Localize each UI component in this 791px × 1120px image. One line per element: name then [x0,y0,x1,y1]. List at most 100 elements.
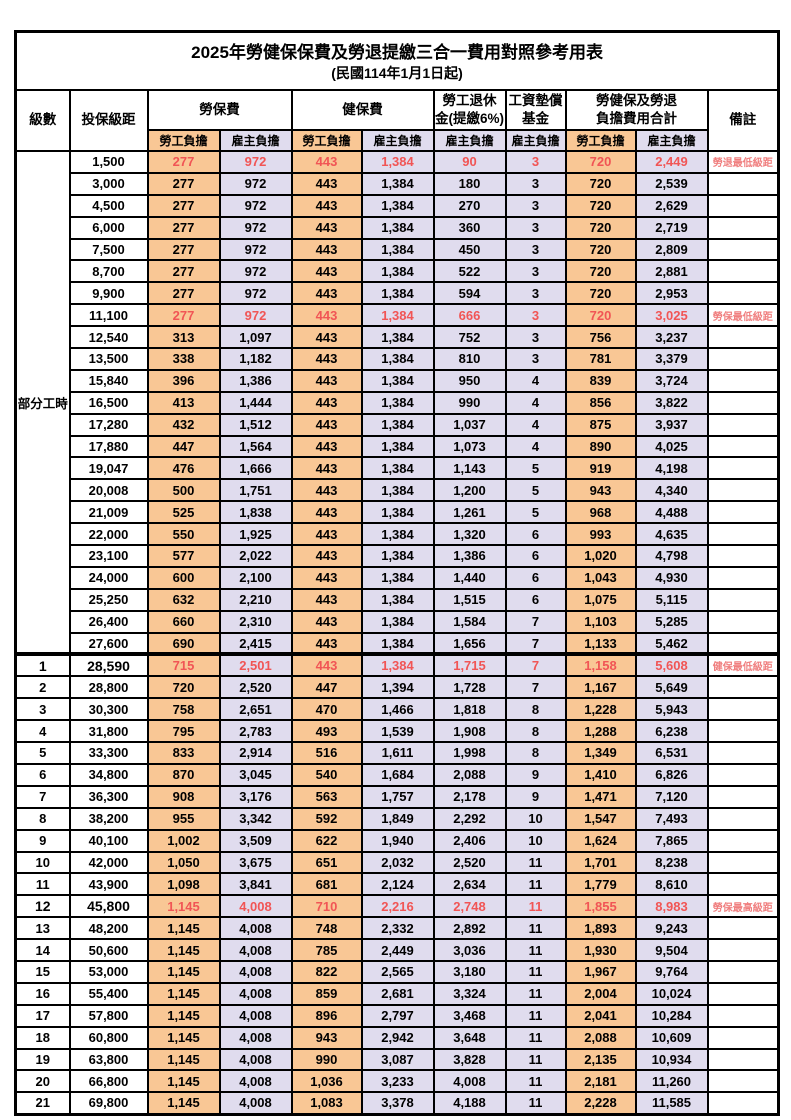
labor-employee-cell: 1,145 [146,938,221,962]
wage-fund-employer-cell: 4 [504,390,567,415]
subheader-labor-employee: 勞工負擔 [146,129,221,152]
labor-employer-cell: 2,501 [218,652,293,678]
note-cell [706,544,780,568]
header-wage-fund-line1: 工資墊償 [508,92,563,108]
table-row: 12 45,800 1,145 4,008 710 2,216 2,748 11 1,855 8,… [14,894,780,919]
labor-employer-cell: 1,182 [218,347,293,371]
header-bracket: 投保級距 [68,89,149,152]
table-row: 21,009 525 1,838 443 1,384 1,261 5 968 4,488 [16,500,780,525]
total-employer-cell: 10,934 [634,1047,709,1072]
labor-employee-cell: 632 [146,587,221,612]
pension-employer-cell: 2,748 [432,894,507,919]
wage-fund-employer-cell: 5 [504,478,567,503]
table-row: 9,900 277 972 443 1,384 594 3 720 2,953 [16,281,780,306]
subheader-total-employer: 雇主負擔 [634,129,709,152]
health-employer-cell: 2,797 [360,1003,435,1028]
wage-fund-employer-cell: 11 [504,1025,567,1050]
level-cell: 21 [14,1091,71,1116]
pension-employer-cell: 90 [432,150,507,174]
health-employer-cell: 1,384 [360,565,435,590]
note-cell [706,762,780,787]
header-row-sub: 勞工負擔 雇主負擔 勞工負擔 雇主負擔 雇主負擔 雇主負擔 勞工負擔 雇主負擔 [16,129,779,152]
pension-employer-cell: 1,261 [432,500,507,525]
total-employee-cell: 1,075 [564,587,637,612]
total-employee-cell: 720 [564,237,637,262]
health-employer-cell: 1,384 [360,434,435,459]
table-row: 4,500 277 972 443 1,384 270 3 720 2,629 [16,193,780,218]
health-employee-cell: 443 [290,259,363,284]
health-employee-cell: 443 [290,325,363,350]
premium-table: 2025年勞健保保費及勞退提繳三合一費用對照參考用表 (民國114年1月1日起)… [14,30,781,1116]
total-employee-cell: 1,103 [564,609,637,634]
total-employee-cell: 1,930 [564,938,637,962]
wage-fund-employer-cell: 7 [504,631,567,656]
table-body: 部分工時 1,500 277 972 443 1,384 90 3 720 2,449 勞退最低級距… [14,149,780,1116]
note-cell [706,412,780,437]
labor-employer-cell: 1,097 [218,325,293,350]
wage-fund-employer-cell: 8 [504,741,567,765]
labor-employee-cell: 277 [146,193,221,218]
health-employer-cell: 1,611 [360,741,435,765]
bracket-cell: 50,600 [68,938,149,962]
health-employer-cell: 2,124 [360,872,435,897]
health-employee-cell: 443 [290,609,363,634]
note-cell: 健保最低級距 [706,652,780,678]
total-employee-cell: 919 [564,456,637,481]
header-row-main: 級數 投保級距 勞保費 健保費 勞工退休 金(提繳6%) 工資墊償 基金 勞健保及勞… [14,89,780,152]
level-cell: 16 [14,981,71,1006]
table-row: 19,047 476 1,666 443 1,384 1,143 5 919 4,198 [16,456,780,481]
labor-employer-cell: 3,509 [218,828,293,853]
level-cell: 15 [14,959,71,984]
pension-employer-cell: 1,656 [432,631,507,656]
total-employer-cell: 7,493 [634,806,709,831]
premium-reference-sheet: 2025年勞健保保費及勞退提繳三合一費用對照參考用表 (民國114年1月1日起)… [14,30,781,1116]
header-wage-fund: 工資墊償 基金 [504,89,567,131]
health-employer-cell: 1,384 [360,259,435,284]
bracket-cell: 25,250 [68,587,149,612]
level-cell: 3 [14,697,71,722]
wage-fund-employer-cell: 8 [504,697,567,722]
health-employer-cell: 2,942 [360,1025,435,1050]
health-employee-cell: 443 [290,565,363,590]
table-row: 8 38,200 955 3,342 592 1,849 2,292 10 1,547 7,493 [14,806,780,831]
pension-employer-cell: 4,008 [432,1069,507,1094]
header-health-insurance: 健保費 [290,89,435,131]
note-cell [706,1069,780,1094]
labor-employee-cell: 277 [146,215,221,240]
pension-employer-cell: 1,515 [432,587,507,612]
total-employee-cell: 720 [564,150,637,174]
health-employee-cell: 443 [290,500,363,525]
total-employee-cell: 1,779 [564,872,637,897]
health-employee-cell: 540 [290,762,363,787]
labor-employer-cell: 2,415 [218,631,293,656]
labor-employer-cell: 972 [218,237,293,262]
wage-fund-employer-cell: 3 [504,150,567,174]
labor-employee-cell: 1,145 [146,1047,221,1072]
note-cell [706,850,780,875]
health-employee-cell: 710 [290,894,363,919]
health-employee-cell: 443 [290,456,363,481]
note-cell [706,565,780,590]
labor-employee-cell: 758 [146,697,221,722]
total-employee-cell: 2,135 [564,1047,637,1072]
level-cell: 7 [14,784,71,809]
bracket-cell: 8,700 [68,259,149,284]
health-employee-cell: 748 [290,916,363,941]
note-cell [706,456,780,481]
total-employee-cell: 1,020 [564,544,637,568]
total-employer-cell: 2,881 [634,259,709,284]
note-cell [706,1091,780,1116]
wage-fund-employer-cell: 9 [504,784,567,809]
pension-employer-cell: 360 [432,215,507,240]
total-employee-cell: 1,855 [564,894,637,919]
labor-employer-cell: 972 [218,150,293,174]
health-employer-cell: 1,384 [360,347,435,371]
health-employee-cell: 822 [290,959,363,984]
health-employer-cell: 1,384 [360,193,435,218]
total-employer-cell: 9,243 [634,916,709,941]
total-employer-cell: 5,115 [634,587,709,612]
table-row: 7,500 277 972 443 1,384 450 3 720 2,809 [16,237,780,262]
total-employee-cell: 943 [564,478,637,503]
labor-employee-cell: 476 [146,456,221,481]
pension-employer-cell: 1,143 [432,456,507,481]
